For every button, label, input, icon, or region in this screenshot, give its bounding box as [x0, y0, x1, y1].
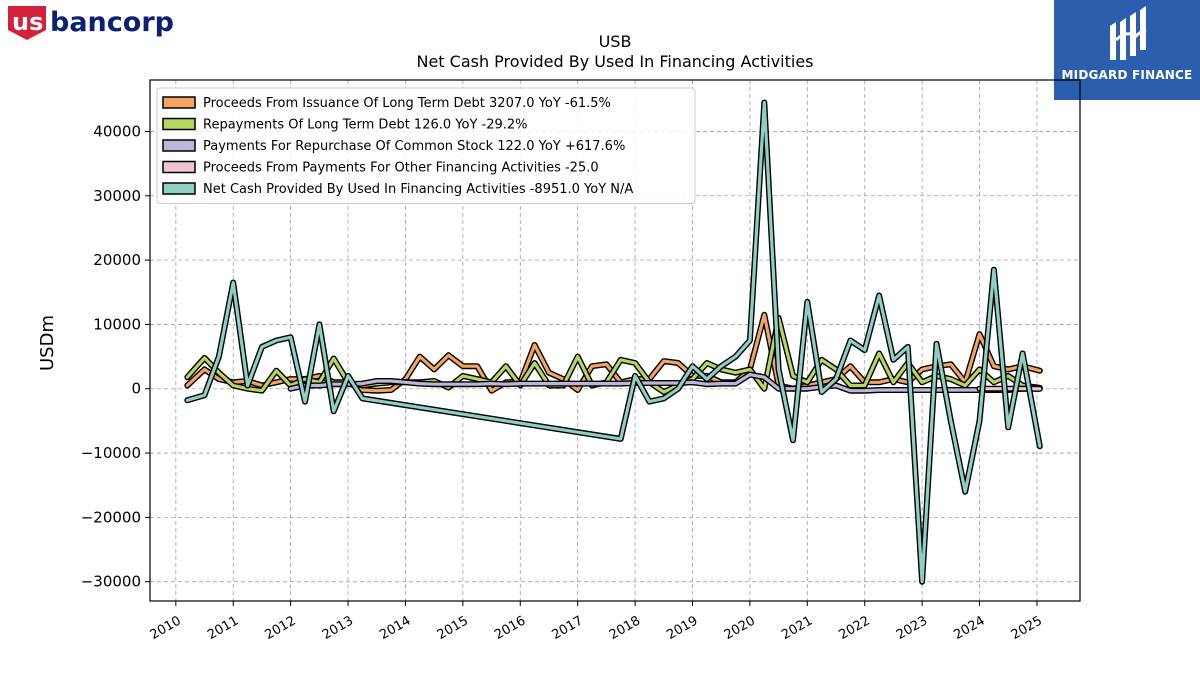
legend-swatch — [162, 182, 196, 195]
y-tick-label: −20000 — [81, 508, 141, 526]
series-layer — [184, 99, 1043, 585]
plot-frame — [149, 79, 1081, 602]
x-tick-label: 2019 — [664, 613, 700, 643]
x-tick-label: 2022 — [837, 613, 873, 643]
x-tick-label: 2011 — [205, 613, 241, 643]
logo-bancorp-text: bancorp — [50, 7, 174, 38]
y-tick-label: 30000 — [93, 187, 141, 205]
y-tick-label: 10000 — [93, 315, 141, 333]
x-tick-label: 2025 — [1009, 613, 1045, 643]
series-line-1 — [185, 316, 1042, 394]
legend-swatch — [162, 160, 196, 174]
legend-label: Proceeds From Payments For Other Financi… — [203, 161, 599, 176]
x-tick-label: 2015 — [435, 613, 471, 643]
legend-swatch — [162, 96, 196, 109]
series-line-4 — [185, 100, 1042, 584]
x-tick-label: 2021 — [779, 613, 815, 643]
y-tick-label: 20000 — [93, 251, 141, 269]
y-tick-label: 40000 — [93, 122, 141, 140]
y-tick-label: −30000 — [81, 573, 141, 591]
legend-label: Repayments Of Long Term Debt 126.0 YoY -… — [203, 118, 528, 133]
x-tick-label: 2020 — [722, 613, 758, 643]
x-axis: 2010 2011 2012 2013 2014 2015 2016 2017 2018 2019… — [148, 601, 1045, 643]
legend: Proceeds From Issuance Of Long Term Debt… — [156, 87, 696, 204]
y-axis: −30000 −20000 −10000 0 10000 20000 30000 40000 — [81, 122, 150, 591]
y-tick-label: −10000 — [81, 444, 141, 462]
legend-swatch — [162, 139, 196, 152]
chart-titles: USB Net Cash Provided By Used In Financi… — [150, 32, 1080, 72]
logo-shield-icon — [8, 6, 46, 40]
x-tick-label: 2012 — [262, 613, 298, 643]
x-tick-label: 2018 — [607, 613, 643, 643]
x-tick-label: 2010 — [148, 613, 184, 643]
chart-title: Net Cash Provided By Used In Financing A… — [416, 52, 814, 71]
midgard-finance-badge: MIDGARD FINANCE — [1054, 0, 1200, 100]
legend-label: Net Cash Provided By Used In Financing A… — [203, 182, 633, 197]
logo-us-text: us — [12, 8, 43, 36]
x-tick-label: 2017 — [550, 613, 586, 643]
legend-label: Proceeds From Issuance Of Long Term Debt… — [203, 96, 611, 111]
x-tick-label: 2024 — [951, 613, 987, 643]
y-tick-label: 0 — [131, 380, 141, 398]
x-tick-label: 2014 — [377, 613, 413, 643]
legend-label: Payments For Repurchase Of Common Stock … — [203, 139, 625, 154]
midgard-logo-icon — [1110, 6, 1147, 60]
legend-box — [156, 87, 696, 204]
x-tick-label: 2013 — [320, 613, 356, 643]
badge-label: MIDGARD FINANCE — [1061, 68, 1193, 82]
legend-swatch — [162, 117, 196, 131]
x-tick-label: 2023 — [894, 613, 930, 643]
y-axis-label: USDm — [37, 315, 58, 371]
chart-ticker: USB — [598, 32, 632, 51]
usbancorp-logo: us bancorp — [8, 6, 174, 40]
x-tick-label: 2016 — [492, 613, 528, 643]
